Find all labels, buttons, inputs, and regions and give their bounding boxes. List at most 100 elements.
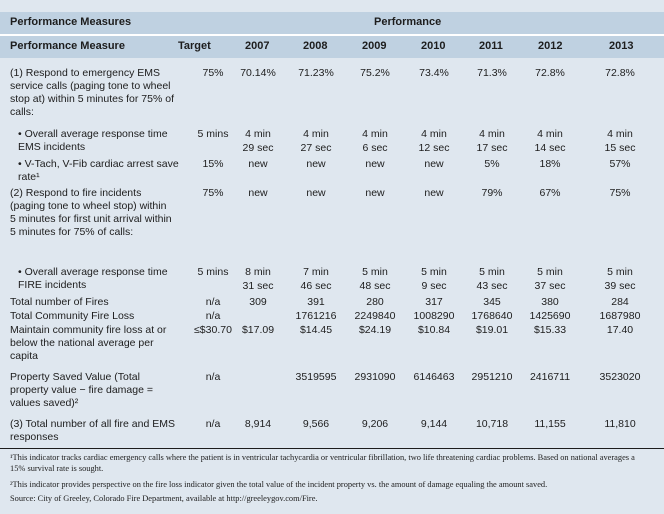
row-vtach-2013: 57% [609,158,631,170]
row-fire-avg-2012-min: 5 min [537,266,563,278]
row-fire-avg-2010-min: 5 min [421,266,447,278]
row-fire-loss-2011: 1768640 [471,310,513,322]
row-fire-loss-2010: 1008290 [413,310,455,322]
row-ems-avg-2013-sec: 15 sec [604,142,636,154]
row-ems-avg-2010-min: 4 min [421,128,447,140]
row-fire-label: (2) Respond to fire incidents (paging to… [10,187,172,238]
row-total-responses-2009: 9,206 [361,418,389,430]
row-property-saved-target: n/a [205,371,221,383]
row-per-capita-2013: 17.40 [606,324,634,336]
row-per-capita-2012: $15.33 [533,324,567,336]
header-measure: Performance Measure [10,40,125,52]
row-fire-avg-2011-sec: 43 sec [476,280,508,292]
row-per-capita-2009: $24.19 [358,324,392,336]
row-fire-2013: 75% [609,187,631,199]
row-fire-avg-2011-min: 5 min [479,266,505,278]
row-fire-avg-2013-sec: 39 sec [604,280,636,292]
row-property-saved-2008: 3519595 [295,371,337,383]
header-performance: Performance [374,16,442,28]
header-year-2010: 2010 [421,40,446,52]
row-property-saved-2009: 2931090 [354,371,396,383]
row-ems-2007: 70.14% [240,67,276,79]
row-fire-2008: new [306,187,326,199]
row-total-responses-label: (3) Total number of all fire and EMS res… [10,418,175,443]
row-total-responses-2010: 9,144 [420,418,448,430]
row-ems-avg-2011-min: 4 min [479,128,505,140]
header-year-2013: 2013 [609,40,634,52]
row-ems-2011: 71.3% [477,67,507,79]
row-property-saved-2012: 2416711 [529,371,571,383]
row-ems-2012: 72.8% [535,67,565,79]
row-fire-2009: new [365,187,385,199]
row-per-capita-label: Maintain community fire loss at or below… [10,324,167,362]
row-total-responses-2007: 8,914 [244,418,272,430]
row-vtach-2012: 18% [539,158,561,170]
row-total-fires-2010: 317 [425,296,443,308]
row-ems-avg-2010-sec: 12 sec [418,142,450,154]
row-fire-2007: new [248,187,268,199]
row-fire-target: 75% [202,187,224,199]
row-fire-avg-target: 5 mins [197,266,229,278]
row-ems-avg-label: • Overall average response time EMS inci… [18,128,168,153]
row-fire-avg-2010-sec: 9 sec [421,280,447,292]
footnote-1: ¹This indicator tracks cardiac emergency… [10,453,635,473]
row-fire-avg-label: • Overall average response time FIRE inc… [18,266,168,291]
row-property-saved-label: Property Saved Value (Total property val… [10,371,154,409]
row-ems-avg-2008-min: 4 min [303,128,329,140]
row-total-responses-2012: 11,155 [534,418,566,430]
row-per-capita-2010: $10.84 [417,324,451,336]
row-ems-avg-2013-min: 4 min [607,128,633,140]
row-ems-2008: 71.23% [298,67,334,79]
row-per-capita-2011: $19.01 [475,324,509,336]
row-total-fires-label: Total number of Fires [10,296,109,308]
table-header-columns: Performance Measure Target 2007 2008 200… [0,36,664,58]
row-ems-2013: 72.8% [605,67,635,79]
header-year-2007: 2007 [245,40,270,52]
divider [0,448,664,449]
row-total-responses-2013: 11,810 [604,418,636,430]
row-per-capita-2007: $17.09 [241,324,275,336]
row-fire-avg-2009-min: 5 min [362,266,388,278]
row-total-fires-2008: 391 [307,296,325,308]
row-ems-avg-2007-min: 4 min [245,128,271,140]
row-fire-avg-2007-sec: 31 sec [242,280,274,292]
row-ems-avg-2009-min: 4 min [362,128,388,140]
row-vtach-2007: new [248,158,268,170]
row-fire-avg-2008-min: 7 min [303,266,329,278]
header-year-2011: 2011 [479,40,503,52]
row-per-capita-target: ≤$30.70 [194,324,232,336]
row-ems-target: 75% [202,67,224,79]
row-vtach-2009: new [365,158,385,170]
row-total-fires-2009: 280 [366,296,384,308]
row-total-fires-2013: 284 [611,296,629,308]
header-year-2008: 2008 [303,40,328,52]
row-fire-avg-2012-sec: 37 sec [534,280,566,292]
header-year-2012: 2012 [538,40,563,52]
row-vtach-target: 15% [202,158,224,170]
row-total-responses-2011: 10,718 [475,418,509,430]
row-fire-loss-2009: 2249840 [354,310,396,322]
footnote-source: Source: City of Greeley, Colorado Fire D… [10,494,318,503]
row-fire-2012: 67% [539,187,561,199]
row-property-saved-2013: 3523020 [599,371,641,383]
row-total-fires-2007: 309 [249,296,267,308]
row-vtach-2008: new [306,158,326,170]
row-fire-avg-2007-min: 8 min [245,266,271,278]
footnote-2: ²This indicator provides perspective on … [10,480,548,489]
row-fire-loss-2012: 1425690 [529,310,571,322]
row-ems-avg-2007-sec: 29 sec [242,142,274,154]
row-total-fires-2011: 345 [483,296,501,308]
divider [0,34,664,36]
row-fire-loss-2008: 1761216 [295,310,337,322]
row-ems-avg-2009-sec: 6 sec [362,142,388,154]
row-fire-2011: 79% [481,187,503,199]
row-fire-loss-label: Total Community Fire Loss [10,310,135,322]
row-ems-avg-2012-sec: 14 sec [534,142,566,154]
header-year-2009: 2009 [362,40,387,52]
row-property-saved-2010: 6146463 [413,371,455,383]
row-total-responses-2008: 9,566 [302,418,330,430]
row-per-capita-2008: $14.45 [299,324,333,336]
row-fire-avg-2009-sec: 48 sec [359,280,391,292]
row-ems-2010: 73.4% [419,67,449,79]
